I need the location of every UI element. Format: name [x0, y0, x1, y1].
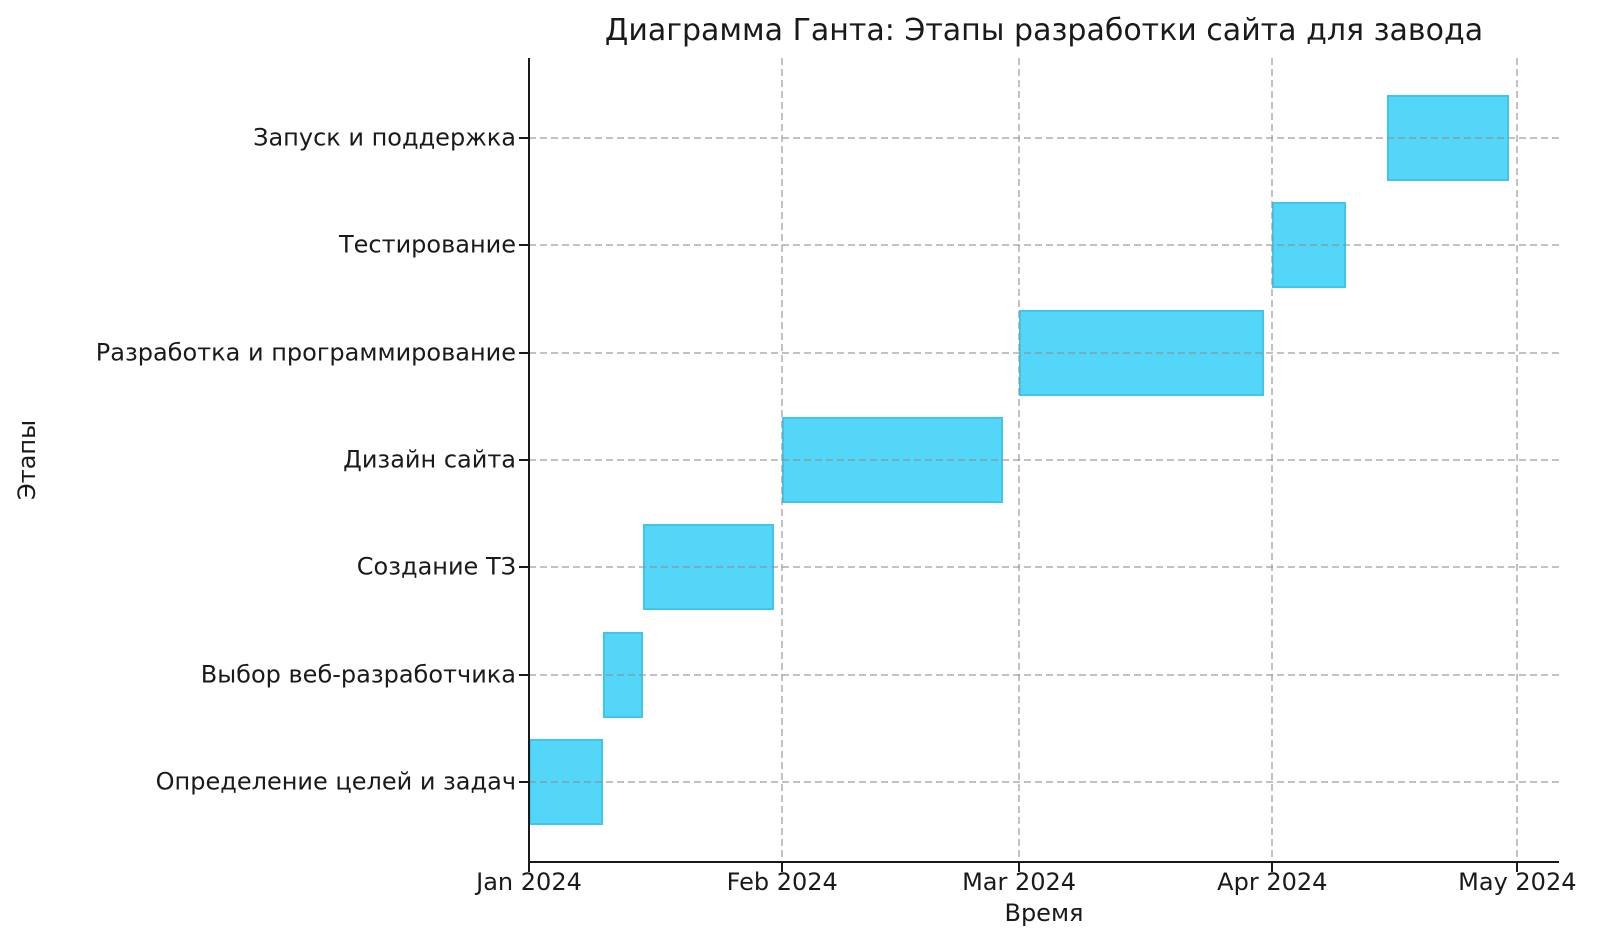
y-tick-mark — [519, 566, 528, 569]
x-axis-line — [528, 861, 1559, 863]
y-tick-label: Дизайн сайта — [343, 445, 516, 474]
plot-area — [519, 58, 1559, 872]
y-tick-mark — [519, 136, 528, 139]
gridline-vertical — [1516, 58, 1519, 862]
x-axis-title: Время — [1004, 899, 1084, 927]
x-tick-label: Apr 2024 — [1217, 868, 1328, 896]
y-tick-mark — [519, 459, 528, 461]
y-axis-line — [528, 58, 530, 863]
x-tick-mark — [1018, 863, 1021, 872]
gridline-vertical — [781, 58, 784, 862]
gridline-horizontal — [529, 136, 1559, 139]
gridlines-layer — [529, 58, 1559, 862]
y-tick-label: Создание ТЗ — [356, 552, 516, 581]
gridline-horizontal — [529, 566, 1559, 569]
ticks-layer — [519, 58, 1559, 872]
gridline-horizontal — [529, 244, 1559, 247]
y-tick-label: Тестирование — [338, 230, 516, 259]
y-tick-label: Разработка и программирование — [95, 337, 516, 366]
gridline-horizontal — [529, 459, 1559, 461]
y-tick-label: Запуск и поддержка — [253, 122, 516, 151]
x-tick-label: Mar 2024 — [962, 868, 1077, 896]
gridline-vertical — [1018, 58, 1021, 862]
y-tick-label: Определение целей и задач — [155, 767, 516, 796]
x-tick-mark — [781, 863, 784, 872]
y-tick-mark — [519, 673, 528, 676]
x-tick-mark — [1271, 863, 1274, 872]
y-tick-mark — [519, 244, 528, 247]
gridline-horizontal — [529, 351, 1559, 354]
y-tick-mark — [519, 351, 528, 354]
y-axis-title: Этапы — [13, 419, 41, 501]
y-tick-label: Выбор веб-разработчика — [200, 660, 516, 689]
chart-title: Диаграмма Ганта: Этапы разработки сайта … — [604, 13, 1484, 48]
x-tick-mark — [1516, 863, 1519, 872]
x-tick-mark — [528, 863, 530, 872]
gridline-horizontal — [529, 781, 1559, 784]
y-tick-mark — [519, 781, 528, 784]
x-tick-label: Jan 2024 — [476, 868, 582, 896]
gridline-horizontal — [529, 673, 1559, 676]
gridline-vertical — [1271, 58, 1274, 862]
x-tick-label: May 2024 — [1458, 868, 1577, 896]
x-tick-label: Feb 2024 — [726, 868, 838, 896]
